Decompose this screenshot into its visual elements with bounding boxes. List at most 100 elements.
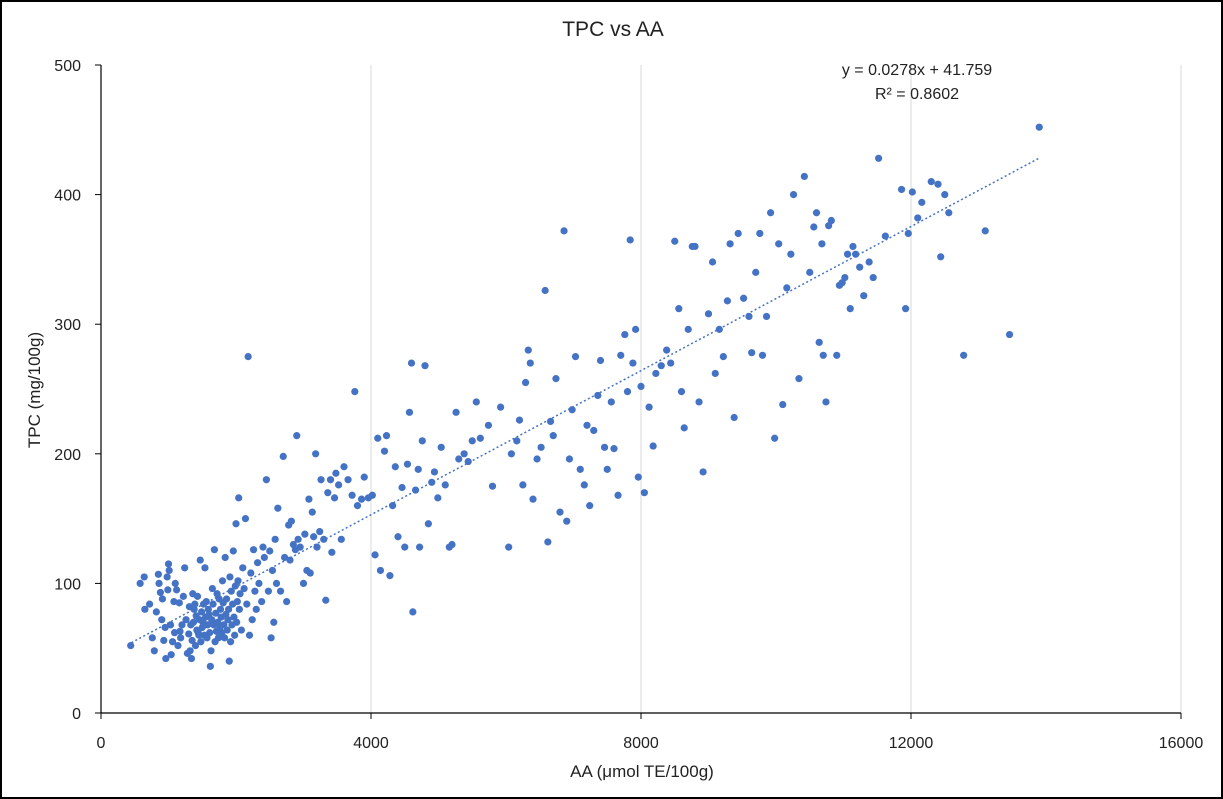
data-point: [856, 263, 864, 271]
data-point: [586, 502, 594, 510]
data-point: [827, 216, 835, 225]
data-point: [258, 597, 266, 606]
data-point: [472, 398, 480, 406]
data-point: [902, 305, 910, 313]
data-point: [353, 502, 362, 510]
data-point: [394, 533, 402, 541]
data-point: [371, 551, 379, 559]
data-point: [497, 403, 505, 411]
data-point: [204, 621, 212, 629]
data-point: [452, 408, 460, 416]
data-point: [875, 154, 883, 162]
data-point: [629, 359, 637, 367]
data-point: [918, 198, 926, 206]
data-point: [220, 621, 228, 629]
gridlines: [370, 65, 1182, 713]
data-point: [312, 450, 320, 458]
data-point: [833, 351, 841, 359]
data-point: [603, 465, 611, 473]
data-point: [552, 375, 560, 383]
data-point: [254, 559, 262, 567]
data-point: [937, 253, 945, 261]
data-point: [160, 636, 168, 645]
data-point: [583, 421, 591, 429]
data-point: [434, 494, 442, 502]
data-point: [283, 597, 291, 606]
data-point: [897, 185, 906, 194]
data-point: [191, 642, 200, 650]
data-point: [237, 626, 245, 634]
data-point: [196, 556, 204, 564]
data-point: [348, 491, 356, 499]
data-point: [233, 597, 241, 606]
data-point: [326, 476, 335, 484]
data-point: [206, 662, 214, 670]
data-point: [310, 533, 318, 541]
data-point: [505, 543, 513, 551]
data-point: [515, 416, 524, 424]
data-point: [398, 483, 406, 492]
data-point: [945, 209, 953, 217]
data-point: [276, 587, 285, 595]
data-point: [455, 455, 463, 463]
data-point: [351, 387, 359, 396]
data-point: [849, 242, 857, 251]
data-point: [914, 214, 922, 222]
data-point: [418, 437, 426, 445]
y-tick-label: 400: [54, 188, 81, 205]
data-point: [206, 629, 214, 637]
data-point: [163, 573, 171, 581]
data-point: [233, 618, 241, 626]
data-point: [221, 553, 229, 562]
data-point: [401, 543, 409, 551]
data-point: [235, 494, 243, 502]
data-point: [414, 465, 422, 473]
data-point: [565, 455, 574, 463]
data-point: [320, 535, 328, 543]
data-point: [981, 227, 989, 235]
data-point: [519, 481, 527, 489]
data-point: [299, 579, 308, 588]
data-point: [286, 556, 294, 564]
data-point: [403, 460, 412, 468]
data-point: [779, 400, 787, 409]
data-point: [416, 543, 424, 551]
data-point: [556, 508, 564, 516]
data-point: [594, 391, 602, 400]
data-point: [762, 312, 771, 321]
data-point: [708, 258, 717, 266]
data-point: [293, 432, 301, 440]
data-point: [218, 577, 227, 585]
data-point: [158, 616, 166, 624]
data-point: [775, 240, 783, 248]
data-point: [251, 587, 259, 595]
y-tick-label: 500: [54, 58, 81, 75]
data-point: [723, 297, 732, 305]
data-point: [272, 579, 281, 588]
data-point: [324, 489, 332, 497]
data-point: [214, 634, 223, 642]
data-point: [174, 642, 182, 650]
data-point: [726, 240, 734, 248]
data-point: [148, 634, 156, 642]
data-point: [860, 292, 868, 300]
data-point: [815, 338, 823, 346]
data-point: [187, 654, 196, 663]
data-point: [380, 447, 389, 455]
data-point: [164, 586, 172, 594]
data-point: [179, 592, 187, 600]
data-point: [783, 284, 791, 292]
data-point: [294, 535, 302, 543]
data-point: [279, 452, 287, 460]
data-point: [186, 647, 194, 655]
data-point: [507, 450, 515, 458]
data-point: [441, 481, 449, 489]
data-point: [526, 359, 534, 367]
data-point: [680, 424, 688, 432]
data-point: [216, 605, 225, 613]
data-point: [168, 638, 177, 646]
data-point: [201, 564, 209, 572]
data-points: [127, 123, 1043, 670]
data-point: [649, 442, 657, 450]
